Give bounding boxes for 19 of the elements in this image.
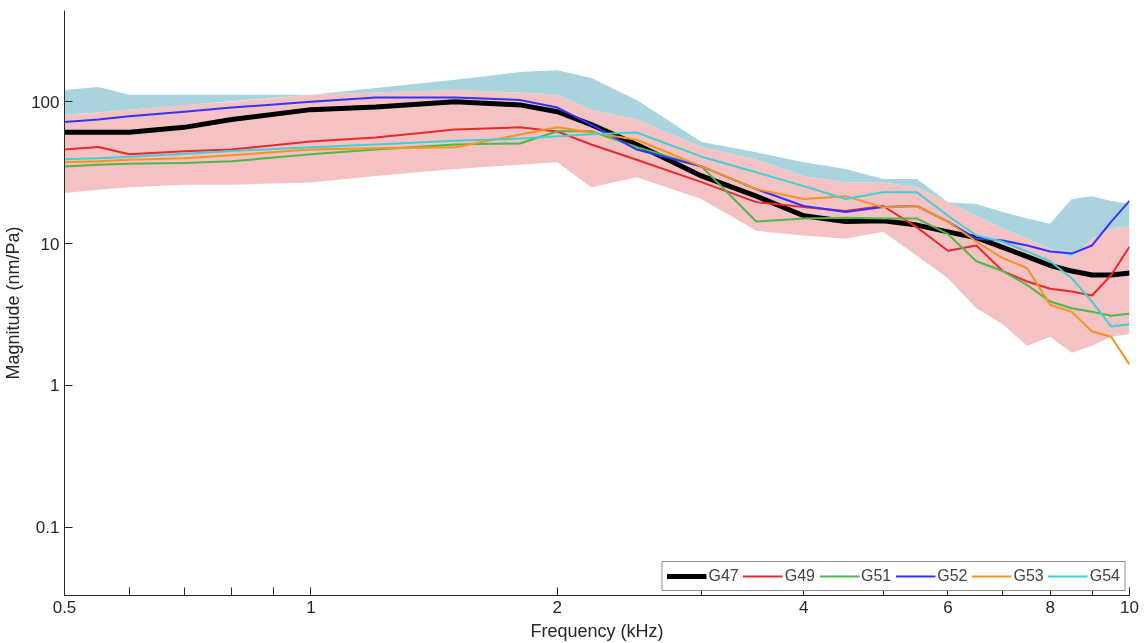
legend-label: G52 xyxy=(937,567,968,585)
y-axis-title: Magnitude (nm/Pa) xyxy=(3,226,24,380)
x-tick-label: 8 xyxy=(1045,597,1055,617)
legend-label: G47 xyxy=(708,567,739,585)
y-tick-label: 1 xyxy=(50,376,60,396)
y-tick-label: 0.1 xyxy=(35,518,60,538)
y-tick-label: 100 xyxy=(31,92,60,112)
legend-label: G49 xyxy=(784,567,815,585)
legend-label: G51 xyxy=(861,567,892,585)
y-tick-label: 10 xyxy=(40,234,60,254)
x-tick-label: 0.5 xyxy=(52,597,77,617)
x-tick-label: 6 xyxy=(943,597,953,617)
x-tick-label: 2 xyxy=(552,597,563,617)
x-tick-label: 10 xyxy=(1120,597,1139,617)
x-tick-label: 4 xyxy=(799,597,809,617)
x-axis-title: Frequency (kHz) xyxy=(530,620,664,641)
x-tick-label: 1 xyxy=(306,597,316,617)
legend-label: G53 xyxy=(1013,567,1044,585)
legend-label: G54 xyxy=(1089,567,1120,585)
